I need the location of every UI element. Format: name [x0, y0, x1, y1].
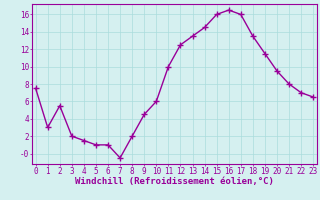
X-axis label: Windchill (Refroidissement éolien,°C): Windchill (Refroidissement éolien,°C) [75, 177, 274, 186]
